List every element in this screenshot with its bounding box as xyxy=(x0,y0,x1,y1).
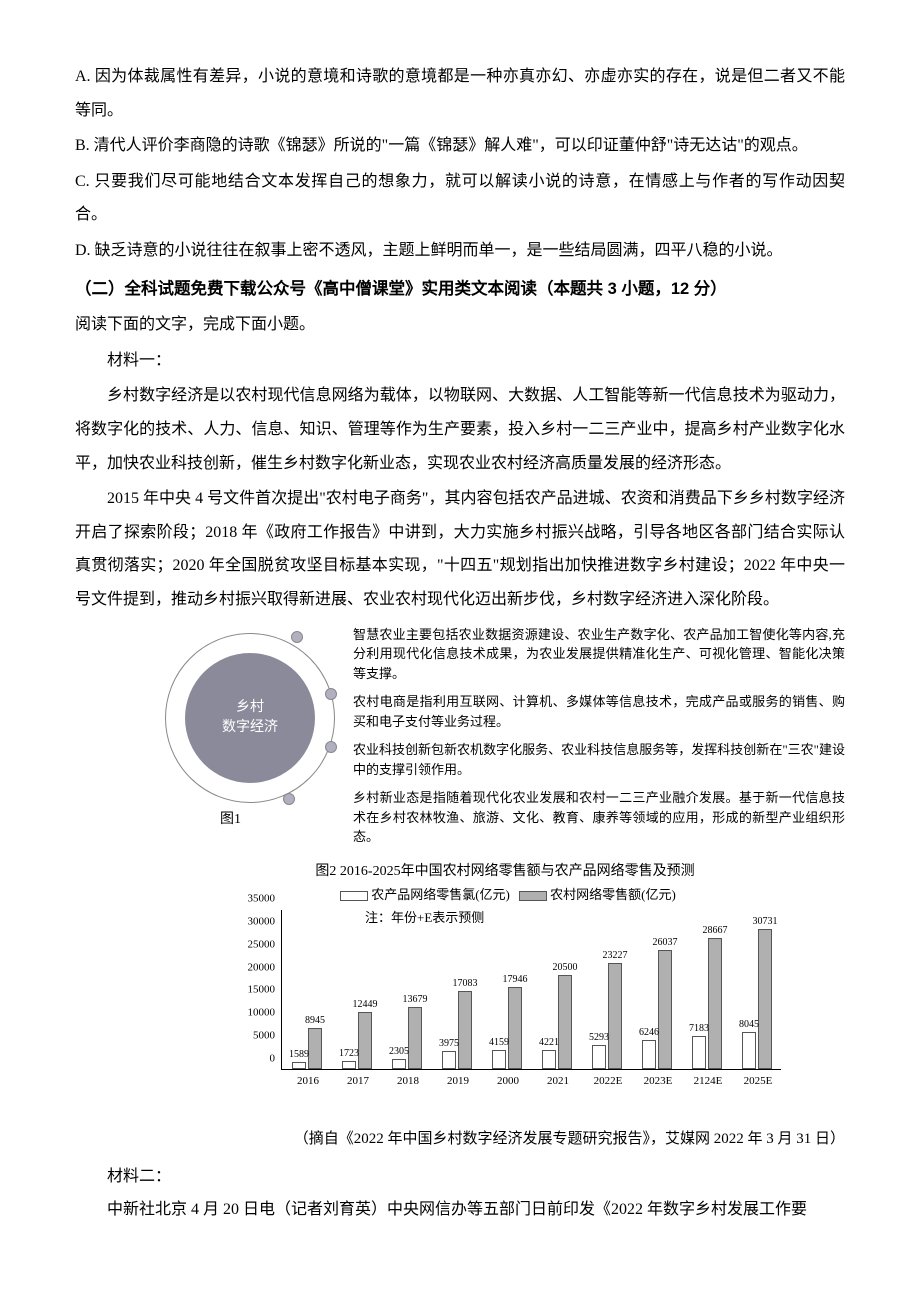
x-label: 2017 xyxy=(336,1076,380,1087)
x-label: 2022E xyxy=(586,1076,630,1087)
bar-b xyxy=(458,991,472,1069)
bar-a xyxy=(342,1061,356,1069)
chart-title: 图2 2016-2025年中国农村网络零售额与农产品网络零售及预测 xyxy=(225,862,785,882)
x-label: 2019 xyxy=(436,1076,480,1087)
bar-value: 8045 xyxy=(734,1020,764,1030)
x-label: 2124E xyxy=(686,1076,730,1087)
bar-value: 12449 xyxy=(350,1000,380,1010)
bar-value: 7183 xyxy=(684,1024,714,1034)
dot-icon xyxy=(283,793,295,805)
bar-a xyxy=(542,1050,556,1069)
x-label: 2021 xyxy=(536,1076,580,1087)
bar-a xyxy=(292,1062,306,1069)
bar-b xyxy=(308,1028,322,1069)
material2-heading: 材料二： xyxy=(75,1160,845,1194)
bar-b xyxy=(658,950,672,1069)
legend-swatch-b xyxy=(519,891,547,901)
bar-b xyxy=(408,1007,422,1070)
dot-icon xyxy=(325,741,337,753)
y-tick: 5000 xyxy=(253,1031,275,1042)
bar-value: 1589 xyxy=(284,1050,314,1060)
diagram1-center: 乡村 数字经济 xyxy=(185,653,315,783)
option-b: B. 清代人评价李商隐的诗歌《锦瑟》所说的"一篇《锦瑟》解人难"，可以印证董仲舒… xyxy=(75,129,845,163)
y-tick: 15000 xyxy=(248,985,276,996)
y-tick: 10000 xyxy=(248,1008,276,1019)
bar-value: 17083 xyxy=(450,979,480,989)
dot-icon xyxy=(325,688,337,700)
bar-value: 30731 xyxy=(750,917,780,927)
diagram1-item: 农业科技创新包新农机数字化服务、农业科技信息服务等，发挥科技创新在"三农"建设中… xyxy=(353,740,845,779)
bar-value: 13679 xyxy=(400,995,430,1005)
section-instruction: 阅读下面的文字，完成下面小题。 xyxy=(75,308,845,342)
fig1-label: 图1 xyxy=(220,805,241,834)
bar-a xyxy=(642,1040,656,1069)
y-tick: 35000 xyxy=(248,894,276,905)
bar-b xyxy=(358,1012,372,1069)
diagram1-circle: 乡村 数字经济 图1 xyxy=(165,633,335,803)
bar-value: 4159 xyxy=(484,1038,514,1048)
legend-swatch-a xyxy=(340,891,368,901)
x-label: 2016 xyxy=(286,1076,330,1087)
bar-value: 17946 xyxy=(500,975,530,985)
bar-value: 8945 xyxy=(300,1016,330,1026)
bar-chart-plot: 05000100001500020000250003000035000 1589… xyxy=(235,910,785,1100)
option-a: A. 因为体裁属性有差异，小说的意境和诗歌的意境都是一种亦真亦幻、亦虚亦实的存在… xyxy=(75,60,845,127)
y-tick: 30000 xyxy=(248,916,276,927)
x-label: 2018 xyxy=(386,1076,430,1087)
x-label: 2000 xyxy=(486,1076,530,1087)
material1-p2: 2015 年中央 4 号文件首次提出"农村电子商务"，其内容包括农产品进城、农资… xyxy=(75,482,845,616)
bar-b xyxy=(558,975,572,1069)
x-label: 2023E xyxy=(636,1076,680,1087)
bar-a xyxy=(442,1051,456,1069)
bar-a xyxy=(492,1050,506,1069)
bar-b xyxy=(608,963,622,1069)
bar-value: 2305 xyxy=(384,1047,414,1057)
y-tick: 0 xyxy=(270,1054,276,1065)
section-title: （二）全科试题免费下载公众号《高中僧课堂》实用类文本阅读（本题共 3 小题，12… xyxy=(75,272,845,307)
x-label: 2025E xyxy=(736,1076,780,1087)
diagram1-descriptions: 智慧农业主要包括农业数据资源建设、农业生产数字化、农产品加工智使化等内容,充分利… xyxy=(353,625,845,856)
material1-p1: 乡村数字经济是以农村现代信息网络为载体，以物联网、大数据、人工智能等新一代信息技… xyxy=(75,379,845,480)
bar-a xyxy=(742,1032,756,1069)
bar-value: 20500 xyxy=(550,963,580,973)
bar-value: 23227 xyxy=(600,951,630,961)
bar-value: 26037 xyxy=(650,938,680,948)
option-c: C. 只要我们尽可能地结合文本发挥自己的想象力，就可以解读小说的诗意，在情感上与… xyxy=(75,165,845,232)
bar-a xyxy=(692,1036,706,1069)
chart: 图2 2016-2025年中国农村网络零售额与农产品网络零售及预测 农产品网络零… xyxy=(225,862,785,1100)
dot-icon xyxy=(291,631,303,643)
y-tick: 25000 xyxy=(248,939,276,950)
bar-value: 5293 xyxy=(584,1033,614,1043)
diagram1-item: 农村电商是指利用互联网、计算机、多媒体等信息技术，完成产品或服务的销售、购买和电… xyxy=(353,692,845,731)
chart-legend: 农产品网络零售氯(亿元) 农村网络零售额(亿元) xyxy=(225,881,785,908)
bar-value: 6246 xyxy=(634,1028,664,1038)
bar-b xyxy=(758,929,772,1069)
bar-value: 3975 xyxy=(434,1039,464,1049)
source-line: （摘自《2022 年中国乡村数字经济发展专题研究报告》，艾媒网 2022 年 3… xyxy=(75,1124,845,1156)
y-tick: 20000 xyxy=(248,962,276,973)
bar-value: 28667 xyxy=(700,926,730,936)
option-d: D. 缺乏诗意的小说往往在叙事上密不透风，主题上鲜明而单一，是一些结局圆满，四平… xyxy=(75,234,845,268)
diagram1-item: 智慧农业主要包括农业数据资源建设、农业生产数字化、农产品加工智使化等内容,充分利… xyxy=(353,625,845,684)
bar-value: 4221 xyxy=(534,1038,564,1048)
material2-p1: 中新社北京 4 月 20 日电（记者刘育英）中央网信办等五部门日前印发《2022… xyxy=(75,1193,845,1227)
bar-a xyxy=(392,1059,406,1070)
bar-b xyxy=(708,938,722,1069)
material1-heading: 材料一： xyxy=(75,344,845,378)
bar-b xyxy=(508,987,522,1069)
diagram1-item: 乡村新业态是指随着现代化农业发展和农村一二三产业融介发展。基于新一代信息技术在乡… xyxy=(353,788,845,847)
diagram1: 乡村 数字经济 图1 智慧农业主要包括农业数据资源建设、农业生产数字化、农产品加… xyxy=(75,625,845,1156)
bar-a xyxy=(592,1045,606,1069)
bar-value: 1723 xyxy=(334,1049,364,1059)
